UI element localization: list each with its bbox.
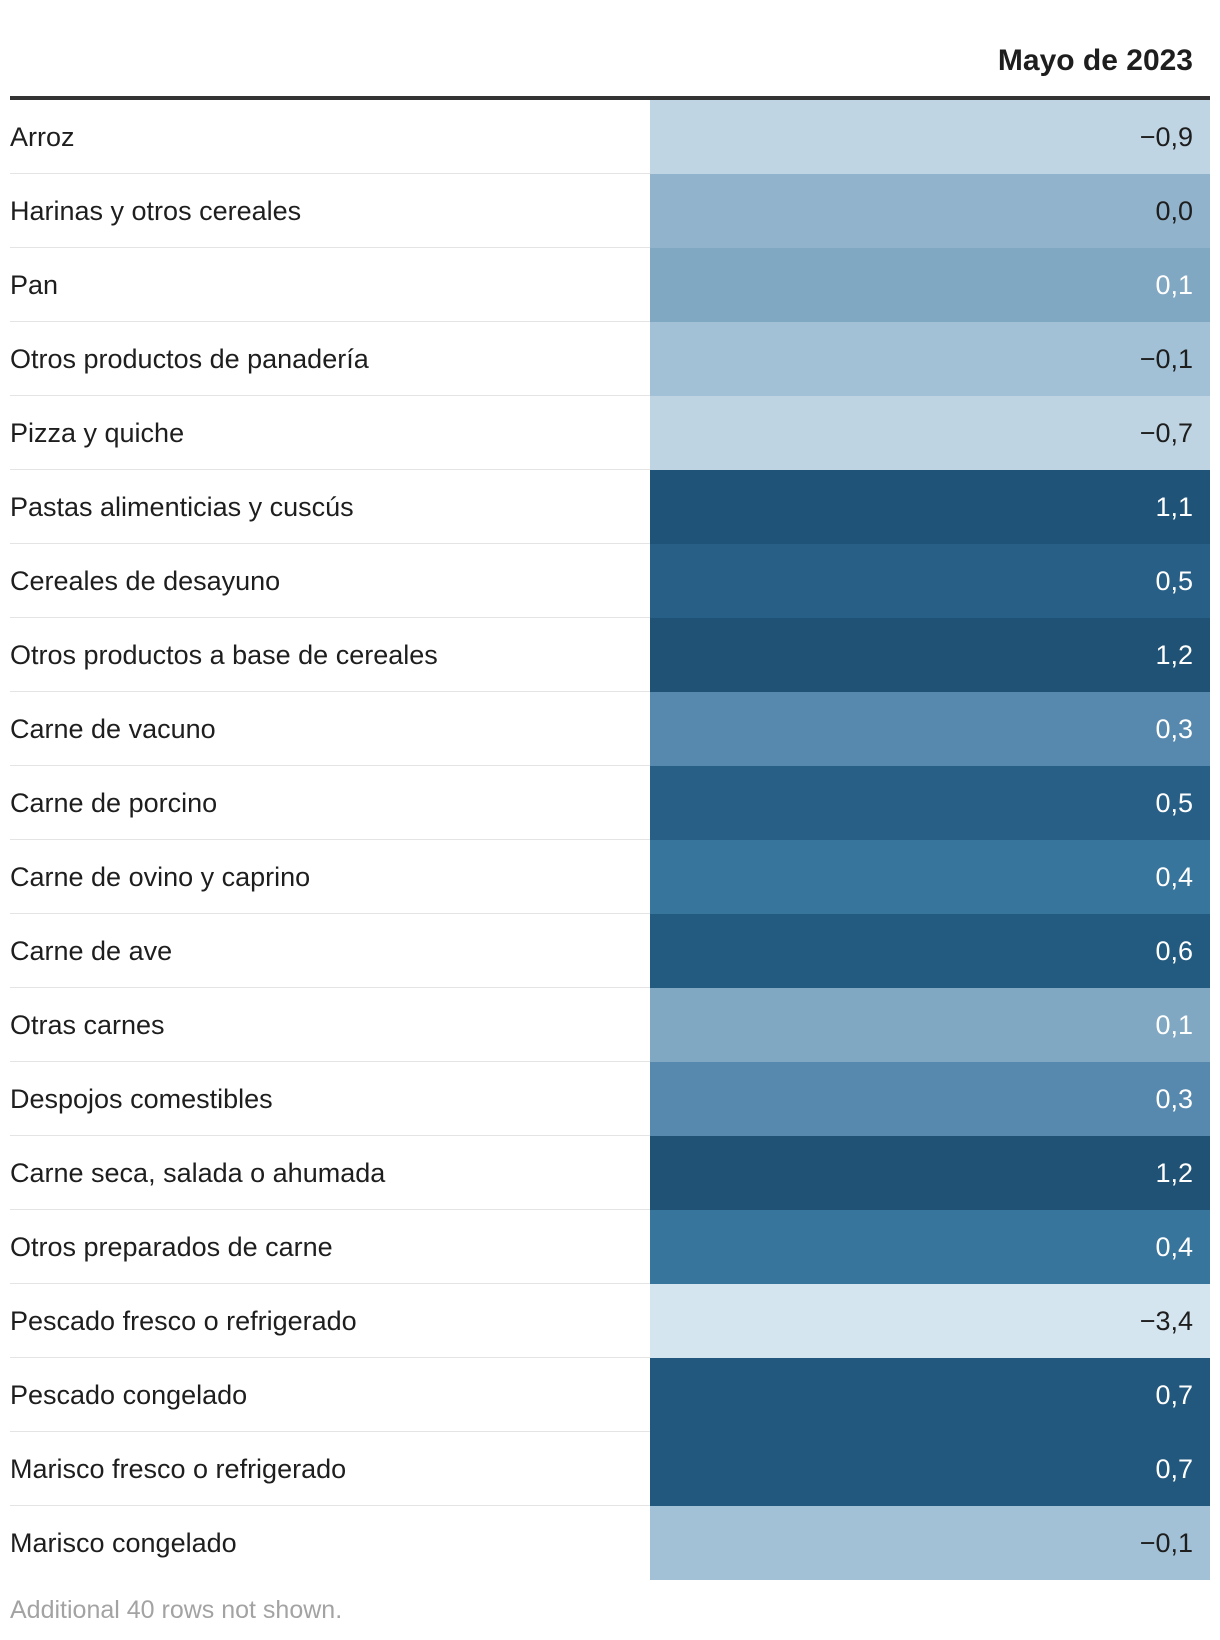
cell-value: −3,4 (1139, 1306, 1193, 1336)
heat-cell: 0,4 (650, 1210, 1210, 1284)
heat-cell: 0,1 (650, 248, 1210, 322)
row-label: Carne de ovino y caprino (10, 862, 311, 892)
table-row: Carne de ave 0,6 (10, 914, 1210, 988)
row-label: Marisco congelado (10, 1528, 237, 1558)
row-label: Otros productos de panadería (10, 344, 369, 374)
cell-value: 0,3 (1155, 1084, 1193, 1114)
table-row: Pescado congelado 0,7 (10, 1358, 1210, 1432)
table-row: Otras carnes 0,1 (10, 988, 1210, 1062)
heat-cell: 1,1 (650, 470, 1210, 544)
row-label: Carne de porcino (10, 788, 218, 818)
row-label: Harinas y otros cereales (10, 196, 302, 226)
cell-value: −0,1 (1139, 344, 1193, 374)
table-row: Carne seca, salada o ahumada 1,2 (10, 1136, 1210, 1210)
cell-value: 0,7 (1155, 1454, 1193, 1484)
row-label: Otros productos a base de cereales (10, 640, 438, 670)
row-label: Despojos comestibles (10, 1084, 273, 1114)
row-label: Cereales de desayuno (10, 566, 281, 596)
heat-cell: 0,6 (650, 914, 1210, 988)
cell-value: 1,1 (1155, 492, 1193, 522)
table-row: Otros preparados de carne 0,4 (10, 1210, 1210, 1284)
row-label: Pan (10, 270, 59, 300)
cell-value: 0,1 (1155, 270, 1193, 300)
cell-value: −0,1 (1139, 1528, 1193, 1558)
heat-cell: −3,4 (650, 1284, 1210, 1358)
cell-value: 0,6 (1155, 936, 1193, 966)
table-row: Pan 0,1 (10, 248, 1210, 322)
heat-cell: 1,2 (650, 618, 1210, 692)
heat-cell: 0,3 (650, 692, 1210, 766)
cell-value: 0,1 (1155, 1010, 1193, 1040)
heat-cell: 0,4 (650, 840, 1210, 914)
row-label: Pastas alimenticias y cuscús (10, 492, 354, 522)
cell-value: −0,7 (1139, 418, 1193, 448)
table-row: Carne de porcino 0,5 (10, 766, 1210, 840)
heat-cell: 0,0 (650, 174, 1210, 248)
table-row: Pastas alimenticias y cuscús 1,1 (10, 470, 1210, 544)
cell-value: 0,3 (1155, 714, 1193, 744)
table-row: Otros productos a base de cereales 1,2 (10, 618, 1210, 692)
table-row: Pizza y quiche −0,7 (10, 396, 1210, 470)
table-body: Arroz −0,9 Harinas y otros cereales 0,0 Pan 0… (10, 100, 1210, 1580)
column-header-mayo-2023: Mayo de 2023 (997, 44, 1193, 77)
heat-cell: 0,7 (650, 1432, 1210, 1506)
table-row: Harinas y otros cereales 0,0 (10, 174, 1210, 248)
row-label: Carne de ave (10, 936, 173, 966)
heat-cell: −0,7 (650, 396, 1210, 470)
row-label: Pescado fresco o refrigerado (10, 1306, 357, 1336)
table-row: Pescado fresco o refrigerado −3,4 (10, 1284, 1210, 1358)
cell-value: 1,2 (1155, 1158, 1193, 1188)
cell-value: 0,7 (1155, 1380, 1193, 1410)
heat-cell: 0,5 (650, 766, 1210, 840)
heat-cell: −0,1 (650, 322, 1210, 396)
row-label: Pizza y quiche (10, 418, 185, 448)
cell-value: 0,0 (1155, 196, 1193, 226)
heat-cell: −0,1 (650, 1506, 1210, 1580)
table-footnote: Additional 40 rows not shown. (10, 1596, 343, 1624)
heat-cell: 0,7 (650, 1358, 1210, 1432)
table-row: Arroz −0,9 (10, 100, 1210, 174)
table-row: Marisco fresco o refrigerado 0,7 (10, 1432, 1210, 1506)
row-label: Marisco fresco o refrigerado (10, 1454, 347, 1484)
row-label: Arroz (10, 122, 75, 152)
table-row: Carne de vacuno 0,3 (10, 692, 1210, 766)
heat-cell: 0,3 (650, 1062, 1210, 1136)
cell-value: −0,9 (1139, 122, 1193, 152)
table-row: Marisco congelado −0,1 (10, 1506, 1210, 1580)
cell-value: 0,4 (1155, 862, 1193, 892)
heat-cell: 0,1 (650, 988, 1210, 1062)
heat-cell: 1,2 (650, 1136, 1210, 1210)
table-row: Cereales de desayuno 0,5 (10, 544, 1210, 618)
table-header: Mayo de 2023 (10, 0, 1210, 100)
row-label: Carne de vacuno (10, 714, 216, 744)
row-label: Carne seca, salada o ahumada (10, 1158, 386, 1188)
table-row: Otros productos de panadería −0,1 (10, 322, 1210, 396)
table-row: Despojos comestibles 0,3 (10, 1062, 1210, 1136)
table-row: Carne de ovino y caprino 0,4 (10, 840, 1210, 914)
row-label: Otras carnes (10, 1010, 165, 1040)
cell-value: 0,5 (1155, 788, 1193, 818)
heat-cell: −0,9 (650, 100, 1210, 174)
cell-value: 0,4 (1155, 1232, 1193, 1262)
row-label: Otros preparados de carne (10, 1232, 333, 1262)
row-label: Pescado congelado (10, 1380, 248, 1410)
heat-cell: 0,5 (650, 544, 1210, 618)
cell-value: 1,2 (1155, 640, 1193, 670)
cell-value: 0,5 (1155, 566, 1193, 596)
